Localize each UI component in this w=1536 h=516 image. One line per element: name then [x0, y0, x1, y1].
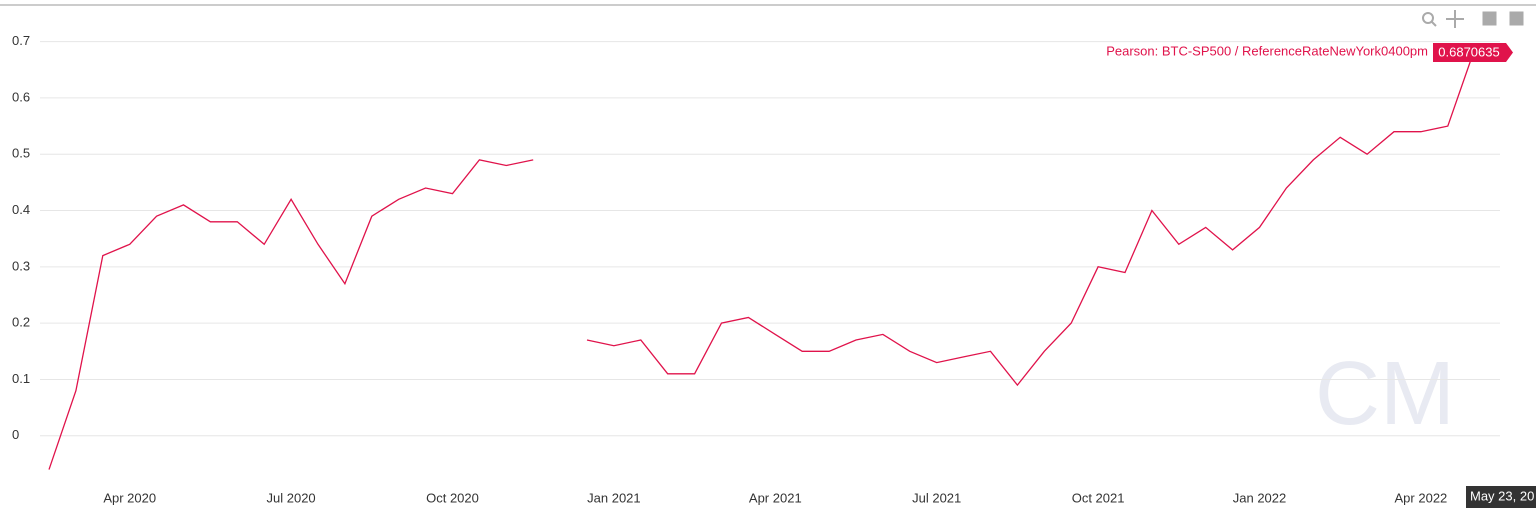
- value-badge-tip: [1506, 43, 1513, 62]
- value-label: 0.6870635: [1438, 44, 1499, 59]
- y-tick-label: 0.1: [12, 371, 30, 386]
- zoom-in-icon[interactable]: [1482, 11, 1497, 26]
- x-tick-label: Apr 2021: [749, 490, 802, 505]
- y-tick-label: 0: [12, 427, 19, 442]
- y-tick-label: 0.7: [12, 33, 30, 48]
- x-tick-label: Jul 2020: [267, 490, 316, 505]
- hover-date-box: [1466, 486, 1536, 508]
- x-tick-label: Apr 2022: [1395, 490, 1448, 505]
- x-tick-label: Apr 2020: [103, 490, 156, 505]
- zoom-icon[interactable]: [1422, 12, 1434, 24]
- y-tick-label: 0.2: [12, 315, 30, 330]
- x-tick-label: Oct 2021: [1072, 490, 1125, 505]
- y-tick-label: 0.3: [12, 258, 30, 273]
- y-tick-label: 0.4: [12, 202, 30, 217]
- y-tick-label: 0.6: [12, 89, 30, 104]
- x-tick-label: Jan 2021: [587, 490, 641, 505]
- pan-icon[interactable]: [1446, 10, 1464, 28]
- value-badge: [1433, 43, 1506, 62]
- toolbar[interactable]: [1422, 10, 1524, 28]
- y-tick-label: 0.5: [12, 146, 30, 161]
- hover-date-label: May 23, 20: [1470, 488, 1534, 503]
- zoom-out-icon[interactable]: [1509, 11, 1524, 26]
- x-tick-label: Jan 2022: [1233, 490, 1287, 505]
- series-label: Pearson: BTC-SP500 / ReferenceRateNewYor…: [1106, 43, 1428, 58]
- line-series: [48, 48, 1476, 470]
- zoom-handle: [1431, 21, 1437, 27]
- x-tick-label: Oct 2020: [426, 490, 479, 505]
- x-tick-label: Jul 2021: [912, 490, 961, 505]
- watermark: CM: [1315, 344, 1455, 444]
